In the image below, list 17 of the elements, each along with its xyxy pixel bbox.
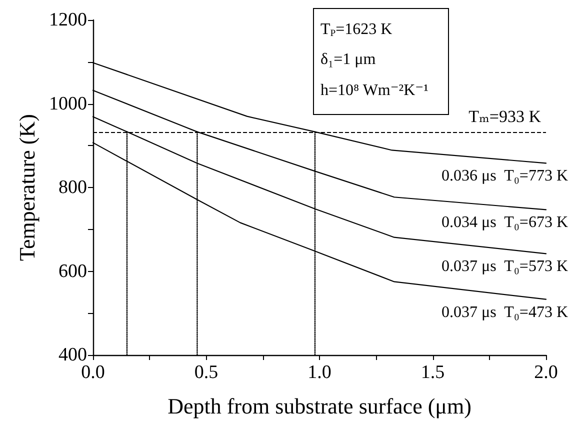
x-tick-label: 1.5: [420, 362, 445, 383]
series-label: 0.036 μs T₀=773 K: [442, 168, 568, 185]
ref-line-label: Tₘ=933 K: [468, 106, 542, 126]
y-tick-label: 1000: [49, 93, 87, 114]
x-axis-title: Depth from substrate surface (μm): [168, 394, 472, 418]
x-tick-label: 1.0: [308, 362, 332, 383]
annotation: δ₁=1 μm: [320, 51, 376, 68]
y-tick-label: 800: [58, 177, 87, 198]
series-label: 0.034 μs T₀=673 K: [442, 214, 568, 232]
y-axis-title: Temperature (K): [14, 114, 40, 261]
series-label: 0.037 μs T₀=473 K: [442, 304, 568, 321]
y-tick-label: 600: [58, 260, 87, 282]
x-tick-label: 0.5: [194, 362, 218, 383]
x-tick-label: 2.0: [534, 362, 558, 383]
y-tick-label: 1200: [49, 10, 87, 30]
annotation: h=10⁸ Wm⁻²K⁻¹: [320, 82, 429, 99]
series-label: 0.037 μs T₀=573 K: [442, 258, 568, 276]
